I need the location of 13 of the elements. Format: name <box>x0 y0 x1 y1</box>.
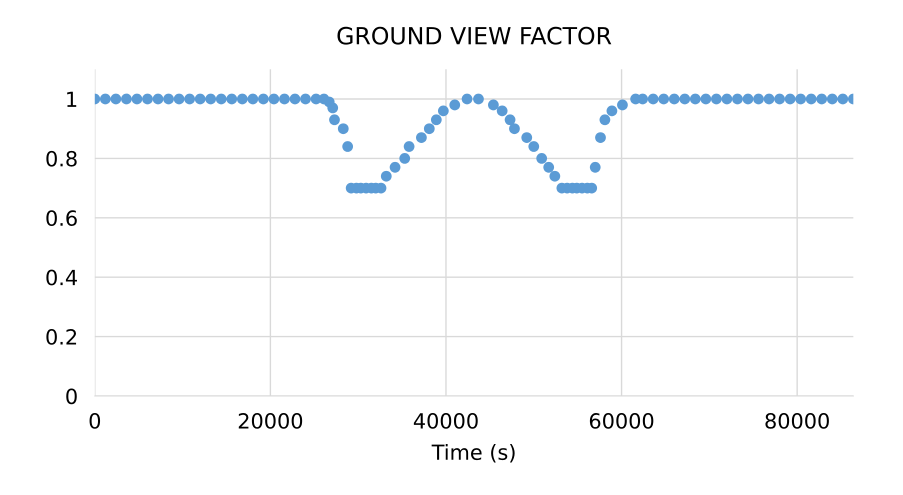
x-tick-label: 20000 <box>238 413 302 429</box>
x-tick-label: 40000 <box>414 413 478 429</box>
y-tick-label: 1 <box>67 92 76 107</box>
y-tick-label: 0 <box>66 388 77 404</box>
y-tick-label: 0.4 <box>46 270 77 286</box>
x-axis-title: Time (s) <box>432 444 515 463</box>
y-tick-label: 0.8 <box>46 150 77 167</box>
chart-title: GROUND VIEW FACTOR <box>337 26 612 45</box>
x-tick-label: 60000 <box>590 413 654 429</box>
x-tick-label: 0 <box>90 413 100 429</box>
y-tick-label: 0.6 <box>46 210 77 226</box>
y-tick-label: 0.2 <box>46 329 76 345</box>
x-tick-label: 80000 <box>765 413 829 429</box>
